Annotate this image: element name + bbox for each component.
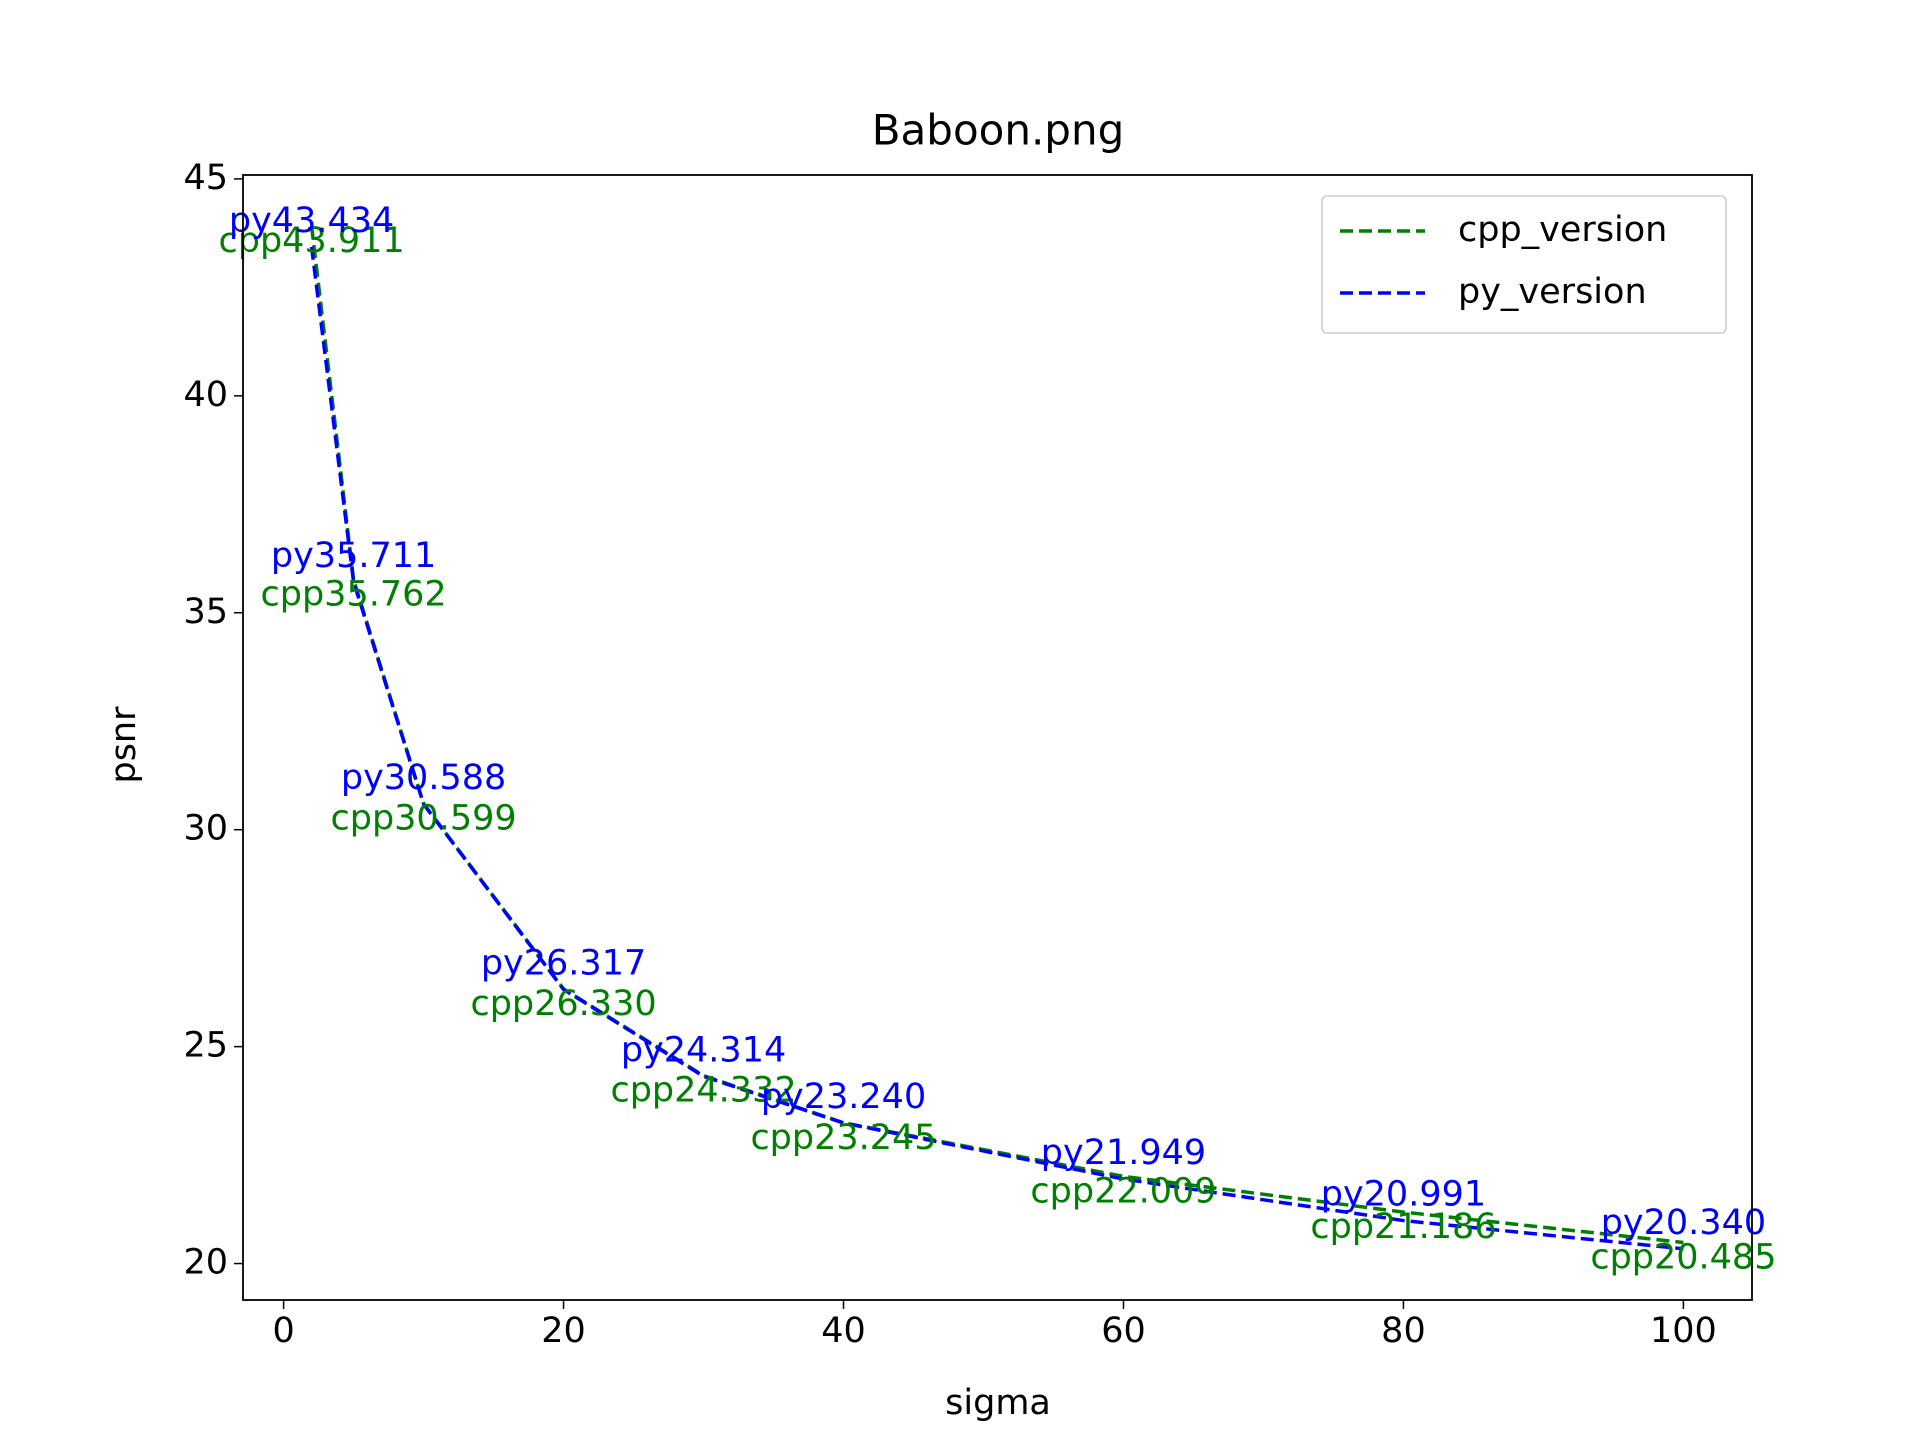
data-label: py20.991 [1321,1175,1486,1215]
data-label: py20.340 [1601,1203,1766,1243]
data-label: cpp21.186 [1310,1207,1496,1247]
legend-label: cpp_version [1458,210,1667,250]
x-tick-label: 80 [1381,1311,1426,1351]
data-label: cpp43.911 [219,221,405,261]
x-tick-label: 20 [541,1311,586,1351]
x-axis-label: sigma [945,1383,1051,1423]
series-line [309,225,1684,1245]
data-label: py24.314 [621,1030,786,1070]
y-tick-label: 45 [183,158,228,198]
data-label: cpp22.009 [1030,1171,1216,1211]
legend-label: py_version [1458,272,1647,312]
data-label: py26.317 [481,943,646,983]
data-label: py43.434 [229,201,394,241]
y-tick-label: 40 [183,375,228,415]
x-tick-label: 0 [272,1311,294,1351]
y-axis-label: psnr [104,706,144,784]
data-label: cpp26.330 [470,984,656,1024]
data-label: cpp23.245 [750,1118,936,1158]
data-label: py23.240 [761,1077,926,1117]
x-tick-label: 100 [1650,1311,1717,1351]
y-tick-label: 25 [183,1026,228,1066]
x-tick-label: 40 [821,1311,866,1351]
data-label: py21.949 [1041,1133,1206,1173]
y-tick-label: 20 [183,1243,228,1283]
data-label: py35.711 [271,536,436,576]
data-label: py30.588 [341,758,506,798]
data-label: cpp24.332 [610,1071,796,1111]
series-line [309,246,1684,1251]
data-label: cpp20.485 [1590,1238,1776,1278]
y-tick-label: 30 [183,809,228,849]
data-label: cpp35.762 [261,575,447,615]
y-tick-label: 35 [183,592,228,632]
plot-frame [242,174,1753,1301]
x-tick-label: 60 [1101,1311,1146,1351]
chart-title: Baboon.png [872,106,1125,155]
data-label: cpp30.599 [330,799,516,839]
